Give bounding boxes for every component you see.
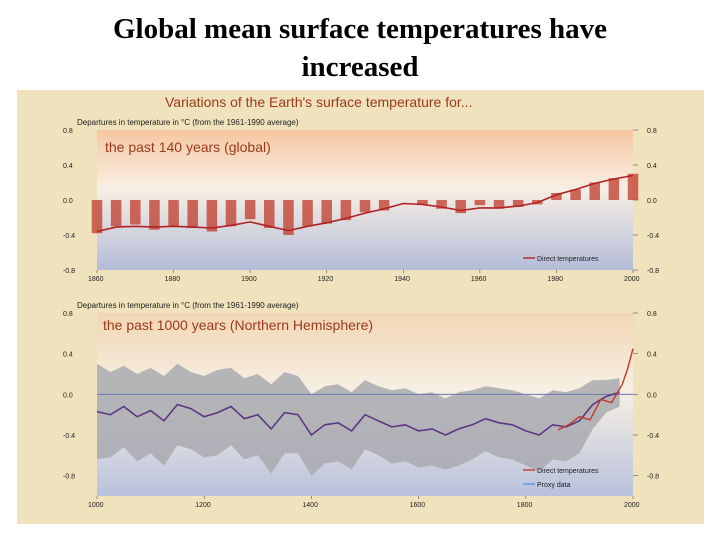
x-tick-label: 1400 — [302, 502, 318, 509]
bar — [493, 200, 505, 209]
x-tick-label: 1920 — [318, 276, 334, 283]
legend-label: Direct temperatures — [537, 256, 599, 263]
y-tick-label-right: -0.8 — [647, 474, 659, 481]
x-tick-label: 1600 — [410, 502, 426, 509]
x-tick-label: 1960 — [471, 276, 487, 283]
bar — [512, 200, 524, 207]
bar — [264, 200, 275, 228]
figure-panel: Variations of the Earth's surface temper… — [17, 90, 704, 524]
legend-label-proxy: Proxy data — [537, 482, 571, 489]
uncertainty-band — [97, 363, 620, 476]
bar — [551, 193, 562, 200]
bar — [149, 200, 160, 230]
chart-past-1000-years: Departures in temperature in °C (from th… — [63, 301, 659, 509]
bar — [627, 173, 639, 200]
temperature-figure: Variations of the Earth's surface temper… — [63, 94, 659, 509]
bar — [359, 200, 371, 213]
bar — [187, 200, 198, 228]
figure-main-title: Variations of the Earth's surface temper… — [165, 94, 472, 110]
y-tick-label-left: -0.4 — [63, 433, 75, 440]
bar — [589, 182, 600, 200]
y-tick-label-right: 0.0 — [647, 198, 657, 205]
chart-subtitle: Departures in temperature in °C (from th… — [77, 301, 299, 310]
direct-temperatures-line — [557, 348, 634, 431]
smoothed-series-line — [96, 174, 634, 233]
x-tick-label: 1200 — [195, 502, 211, 509]
bar — [608, 178, 620, 200]
bar — [168, 200, 179, 227]
bar — [474, 200, 486, 206]
legend-label-direct: Direct temperatures — [537, 468, 599, 475]
y-tick-label-right: 0.8 — [647, 128, 657, 135]
page-title: Global mean surface temperatures have in… — [0, 10, 720, 86]
bar — [378, 200, 390, 211]
x-tick-label: 1860 — [88, 276, 104, 283]
bar — [455, 200, 466, 214]
y-tick-label-left: -0.8 — [63, 268, 75, 275]
y-tick-label-left: 0.4 — [63, 163, 73, 170]
x-tick-label: 1980 — [547, 276, 563, 283]
y-tick-label-left: 0.8 — [63, 128, 73, 135]
y-tick-label-left: 0.0 — [63, 198, 73, 205]
bar — [321, 200, 332, 224]
bar — [110, 200, 122, 227]
y-tick-label-left: 0.0 — [63, 392, 73, 399]
x-tick-label: 1940 — [394, 276, 410, 283]
y-tick-label-left: -0.4 — [63, 233, 75, 240]
bar — [91, 200, 103, 234]
bar — [417, 200, 428, 205]
x-tick-label: 1000 — [88, 502, 104, 509]
y-tick-label-right: -0.8 — [647, 268, 659, 275]
panel-title: the past 140 years (global) — [105, 139, 271, 155]
chart-past-140-years: Departures in temperature in °C (from th… — [63, 118, 659, 283]
y-tick-label-right: 0.0 — [647, 392, 657, 399]
bar — [283, 200, 294, 235]
x-tick-label: 2000 — [624, 502, 640, 509]
bar — [570, 189, 581, 200]
y-tick-label-right: -0.4 — [647, 433, 659, 440]
panel-title: the past 1000 years (Northern Hemisphere… — [103, 317, 373, 333]
y-tick-label-right: 0.4 — [647, 352, 657, 359]
bar — [130, 200, 141, 225]
x-tick-label: 1900 — [241, 276, 257, 283]
proxy-smoothed-line — [96, 391, 620, 437]
y-tick-label-left: 0.4 — [63, 352, 73, 359]
bar — [340, 200, 352, 221]
bar — [244, 200, 256, 220]
y-tick-label-right: 0.4 — [647, 163, 657, 170]
y-tick-label-left: -0.8 — [63, 474, 75, 481]
y-tick-label-left: 0.8 — [63, 311, 73, 318]
chart-subtitle: Departures in temperature in °C (from th… — [77, 118, 299, 127]
y-tick-label-right: 0.8 — [647, 311, 657, 318]
x-tick-label: 1880 — [165, 276, 181, 283]
x-tick-label: 2000 — [624, 276, 640, 283]
bar — [206, 200, 218, 232]
x-tick-label: 1800 — [517, 502, 533, 509]
bar — [436, 200, 447, 209]
page-title-line-1: Global mean surface temperatures have in… — [113, 13, 607, 83]
bar — [225, 200, 237, 227]
y-tick-label-right: -0.4 — [647, 233, 659, 240]
bar — [302, 200, 313, 227]
